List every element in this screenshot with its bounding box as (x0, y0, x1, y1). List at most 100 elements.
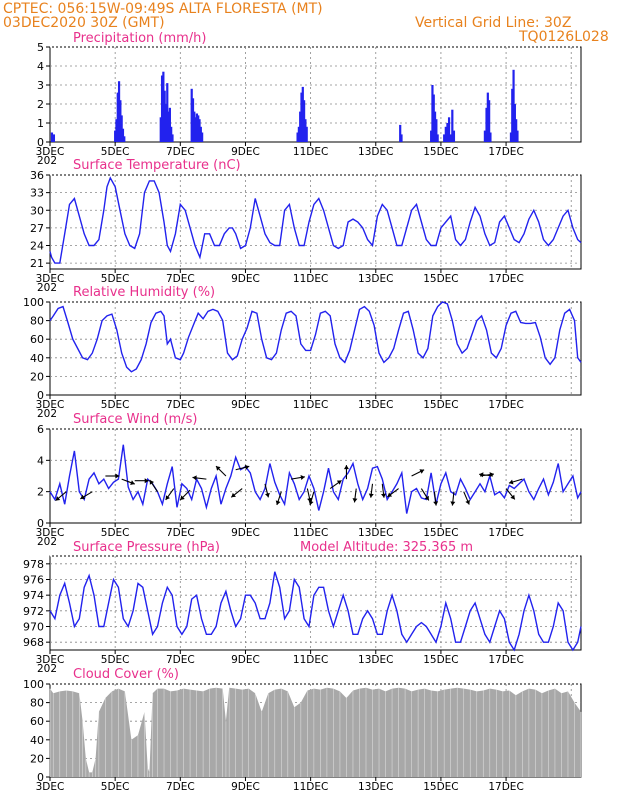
x-tick-label: 5DEC (101, 146, 130, 158)
y-tick-label: 5 (37, 41, 44, 54)
x-tick-label: 15DEC (423, 399, 458, 411)
wind-arrow-head (381, 493, 387, 498)
wind-arrow (134, 478, 149, 484)
wind-arrow (352, 488, 358, 503)
y-tick-label: 100 (23, 678, 44, 691)
series-line-pres (49, 571, 582, 652)
precip-bar (168, 107, 171, 142)
wind-arrow (479, 472, 494, 478)
precip-bar (485, 107, 488, 142)
panel-title-pres: Surface Pressure (hPa) (73, 540, 220, 555)
wind-arrow (105, 473, 120, 479)
x-tick-label: 3DEC (36, 781, 65, 793)
x-tick-label: 5DEC (101, 399, 130, 411)
y-tick-label: 3 (37, 79, 44, 92)
x-tick-label: 7DEC (166, 146, 195, 158)
panel-temp: 21 24 27 30 33 36 3DEC 5DEC 7DEC 9DEC 11DEC 13DEC 15… (30, 158, 582, 294)
precip-bar (160, 75, 164, 142)
wind-arrow (290, 475, 305, 480)
wind-arrow (264, 483, 270, 498)
wind-arrow-head (508, 479, 514, 485)
y-tick-label: 1 (37, 117, 44, 130)
precip-bar (447, 117, 451, 142)
precip-bar (170, 126, 173, 142)
y-tick-label: 970 (23, 621, 44, 634)
x-tick-label: 5DEC (101, 781, 130, 793)
wind-arrow-head (450, 501, 456, 506)
precip-bar (164, 104, 168, 142)
panel-wind: 0 2 4 6 3DEC 5DEC 7DEC 9DEC 11DEC 13DEC 15DEC 17DEC… (36, 412, 582, 548)
panel-frame (49, 174, 582, 270)
y-tick-label: 6 (37, 423, 44, 436)
wind-arrow-head (300, 475, 305, 480)
wind-arrow-head (352, 498, 358, 503)
precip-bar (451, 109, 454, 142)
precip-bar (433, 111, 437, 142)
wind-arrow (121, 478, 135, 485)
wind-arrow (343, 465, 349, 480)
x-tick-label: 13DEC (358, 527, 393, 539)
wind-arrow (230, 488, 243, 498)
wind-arrow (80, 491, 93, 500)
precip-bar (114, 130, 117, 142)
x-tick-label: 3DEC (36, 527, 65, 539)
x-tick-label: 15DEC (423, 781, 458, 793)
precip-bar (431, 85, 434, 142)
x-tick-label: 7DEC (166, 399, 195, 411)
precip-bar (435, 119, 438, 142)
x-tick-label: 3DEC (36, 399, 65, 411)
y-tick-label: 0 (37, 136, 44, 149)
precip-bar (399, 124, 402, 142)
header-station: CPTEC: 056:15W-09:49S ALTA FLORESTA (MT) (3, 1, 323, 17)
wind-arrow (149, 479, 158, 492)
x-tick-label: 7DEC (166, 781, 195, 793)
wind-arrow (387, 488, 399, 498)
x-tick-label: 13DEC (358, 146, 393, 158)
y-tick-label: 20 (30, 752, 44, 765)
wind-arrow-head (231, 492, 236, 498)
panel-title-cloud: Cloud Cover (%) (73, 667, 179, 682)
x-tick-label: 5DEC (101, 527, 130, 539)
x-tick-label: 11DEC (293, 654, 328, 666)
y-tick-label: 60 (30, 715, 44, 728)
y-tick-label: 976 (23, 574, 44, 587)
x-tick-label: 3DEC (36, 273, 65, 285)
x-year-label: 202 (37, 408, 57, 420)
wind-arrow (165, 488, 175, 501)
precip-bar (430, 130, 433, 142)
y-tick-label: 21 (30, 257, 44, 270)
precip-bar (116, 92, 119, 142)
y-tick-label: 972 (23, 605, 44, 618)
precip-bar (171, 134, 174, 142)
precip-bar (195, 113, 199, 142)
y-tick-label: 0 (37, 771, 44, 784)
wind-arrow (275, 491, 282, 506)
precip-bar (299, 111, 302, 142)
precip-bar (301, 86, 304, 142)
precip-bar (516, 130, 519, 142)
precip-bar (119, 100, 122, 142)
y-tick-label: 2 (37, 486, 44, 499)
panel-precip: 0 1 2 3 4 5 3DEC 5DEC 7DEC 9DEC 11DEC 13DEC 15DEC 17D… (36, 31, 582, 167)
x-year-label: 202 (37, 282, 57, 294)
x-tick-label: 3DEC (36, 146, 65, 158)
precip-bar (52, 134, 56, 142)
y-tick-label: 0 (37, 389, 44, 402)
x-year-label: 202 (37, 663, 57, 675)
precip-bar (197, 115, 200, 142)
wind-arrow-head (115, 473, 120, 479)
cloud-area (50, 687, 581, 777)
wind-arrow-head (149, 480, 155, 485)
y-tick-label: 33 (30, 187, 44, 200)
precip-bar (121, 128, 125, 142)
precip-bar (166, 83, 169, 142)
precip-bar (304, 119, 307, 142)
precip-bar (190, 88, 193, 142)
wind-arrow (215, 465, 227, 477)
x-tick-label: 5DEC (101, 654, 130, 666)
wind-arrow-head (275, 500, 281, 505)
y-tick-label: 2 (37, 98, 44, 111)
y-tick-label: 60 (30, 333, 44, 346)
wind-arrow (463, 491, 470, 505)
